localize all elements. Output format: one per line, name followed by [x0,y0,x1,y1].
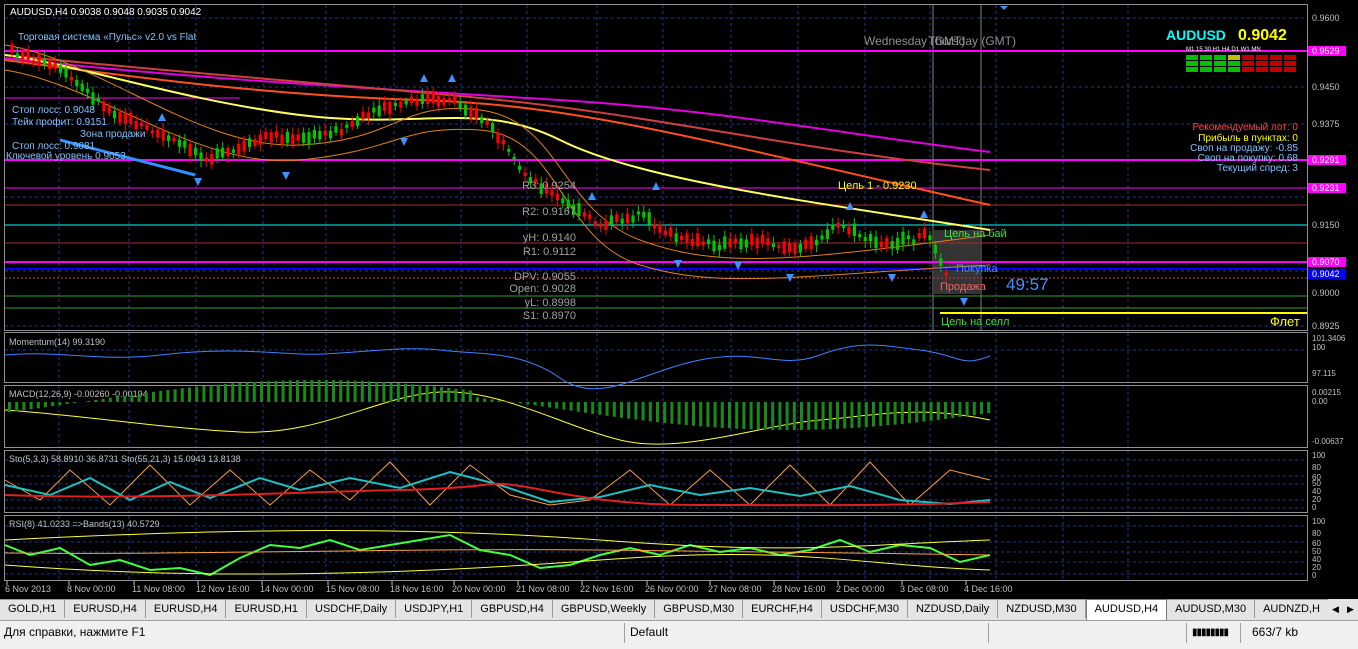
current-spread: Текущий спред: 3 [1217,163,1298,174]
tab-scroll[interactable]: ◀▶ [1328,599,1358,619]
bar-timer: 49:57 [1006,275,1049,294]
price-tag: 0.9231 [1312,183,1340,193]
day-label-thu: Thursday (GMT) [928,34,1016,48]
macd-tick: -0.00637 [1312,437,1344,446]
pivot-r3: R3: 0.9254 [522,180,576,192]
status-profile: Default [630,625,668,639]
price-tag: 0.9291 [1312,155,1340,165]
time-tick: 20 Nov 00:00 [452,584,506,594]
pivot-open: Open: 0.9028 [509,283,576,295]
time-tick: 15 Nov 08:00 [326,584,380,594]
status-traffic: 663/7 kb [1252,625,1298,639]
pivot-s1: S1: 0.8970 [523,310,576,322]
chart-tab[interactable]: NZDUSD,M30 [998,600,1085,618]
time-tick: 3 Dec 08:00 [900,584,949,594]
chart-tab[interactable]: AUDNZD,H [1255,600,1329,618]
price-tick: 0.9600 [1312,13,1340,23]
time-tick: 14 Nov 00:00 [260,584,314,594]
sell-label: Продажа [940,281,987,293]
chart-area[interactable]: AUDUSD,H4 0.9038 0.9048 0.9035 0.9042 То… [0,0,1358,598]
chart-tab[interactable]: EURUSD,H1 [226,600,307,618]
time-tick: 26 Nov 00:00 [645,584,699,594]
sell-zone: Зона продажи [80,129,145,140]
stoch-tick: 80 [1312,463,1321,472]
key-level: Ключевой уровень 0.9053 [6,151,126,162]
chart-tab[interactable]: GBPUSD,M30 [655,600,743,618]
price-tick: 0.9450 [1312,82,1340,92]
time-tick: 4 Dec 16:00 [964,584,1013,594]
stoch-tick: 100 [1312,451,1326,460]
symbol-price: 0.9042 [1238,27,1287,44]
flat-label: Флет [1270,314,1300,329]
target1-label: Цель 1 - 0.9230 [838,180,917,192]
macd-tick: 0.00 [1312,397,1328,406]
symbol-name: AUDUSD [1166,27,1226,43]
system-label: Торговая система «Пульс» v2.0 vs Flat [18,32,196,43]
momentum-tick: 100 [1312,343,1326,352]
rsi-tick: 0 [1312,571,1317,580]
stoch-tick: 0 [1312,503,1317,512]
status-bar: Для справки, нажмите F1 Default ▮▮▮▮▮▮▮▮… [0,620,1358,649]
time-tick: 2 Dec 00:00 [836,584,885,594]
time-tick: 12 Nov 16:00 [196,584,250,594]
chart-tab[interactable]: AUDUSD,M30 [1167,600,1255,618]
time-tick: 11 Nov 08:00 [132,584,185,594]
time-tick: 6 Nov 2013 [5,584,51,594]
pivot-yh: yH: 0.9140 [523,232,576,244]
buy-target-label: Цель на бай [944,228,1007,240]
rsi-label: RSI(8) 41.0233 =>Bands(13) 40.5729 [9,519,160,529]
chart-tab[interactable]: EURUSD,H4 [146,600,227,618]
tab-right-icon: ▶ [1347,604,1354,615]
chart-tab[interactable]: USDJPY,H1 [396,600,472,618]
chart-tab[interactable]: AUDUSD,H4 [1086,599,1168,620]
chart-tab[interactable]: GBPUSD,Weekly [553,600,655,618]
buy-label: Покупка [956,263,998,275]
price-tag: 0.9042 [1312,269,1340,279]
rsi-tick: 100 [1312,517,1326,526]
stoch-label: Sto(5,3,3) 58.8910 36.8731 Sto(55,21,3) … [9,454,241,464]
time-tick: 28 Nov 16:00 [772,584,826,594]
chart-tab[interactable]: USDCHF,Daily [307,600,396,618]
time-tick: 18 Nov 16:00 [390,584,444,594]
rsi-tick: 80 [1312,529,1321,538]
chart-tab[interactable]: EURCHF,H4 [743,600,822,618]
time-tick: 27 Nov 08:00 [708,584,762,594]
stop-loss-1: Стоп лосс: 0.9048 [12,105,96,116]
pivot-dpv: DPV: 0.9055 [514,271,576,283]
chart-tab[interactable]: NZDUSD,Daily [908,600,998,618]
take-profit: Тейк профит: 0.9151 [12,116,107,128]
time-tick: 8 Nov 00:00 [67,584,116,594]
time-tick: 22 Nov 16:00 [580,584,634,594]
price-tick: 0.9150 [1312,220,1340,230]
momentum-label: Momentum(14) 99.3190 [9,337,105,347]
macd-tick: 0.00215 [1312,388,1341,397]
chart-tab[interactable]: GBPUSD,H4 [472,600,553,618]
pivot-yl: yL: 0.8998 [525,297,576,309]
momentum-tick: 101.3406 [1312,334,1346,343]
status-help: Для справки, нажмите F1 [4,625,145,639]
recommended-lot: Рекомендуемый лот: 0 [1193,122,1299,133]
chart-header: AUDUSD,H4 0.9038 0.9048 0.9035 0.9042 [10,7,202,18]
pivot-r1: R1: 0.9112 [523,246,576,258]
price-tag: 0.9529 [1312,46,1340,56]
sell-target-label: Цель на селл [941,316,1009,328]
momentum-tick: 97.115 [1312,369,1336,378]
chart-tab[interactable]: USDCHF,M30 [822,600,908,618]
chart-tab[interactable]: EURUSD,H4 [65,600,146,618]
time-tick: 21 Nov 08:00 [516,584,570,594]
price-tag: 0.9070 [1312,257,1340,267]
macd-label: MACD(12,26,9) -0.00260 -0.00194 [9,389,148,399]
timeframe-labels: M1 15 30 H1 H4 D1 W1 MN [1186,47,1261,53]
chart-tab[interactable]: GOLD,H1 [0,600,65,618]
pivot-r2: R2: 0.9167 [522,206,576,218]
tab-left-icon: ◀ [1332,604,1339,615]
price-tick: 0.9375 [1312,119,1340,129]
price-tick: 0.9000 [1312,288,1340,298]
connection-icon: ▮▮▮▮▮▮▮▮ [1192,627,1228,638]
price-tick: 0.8925 [1312,321,1340,331]
